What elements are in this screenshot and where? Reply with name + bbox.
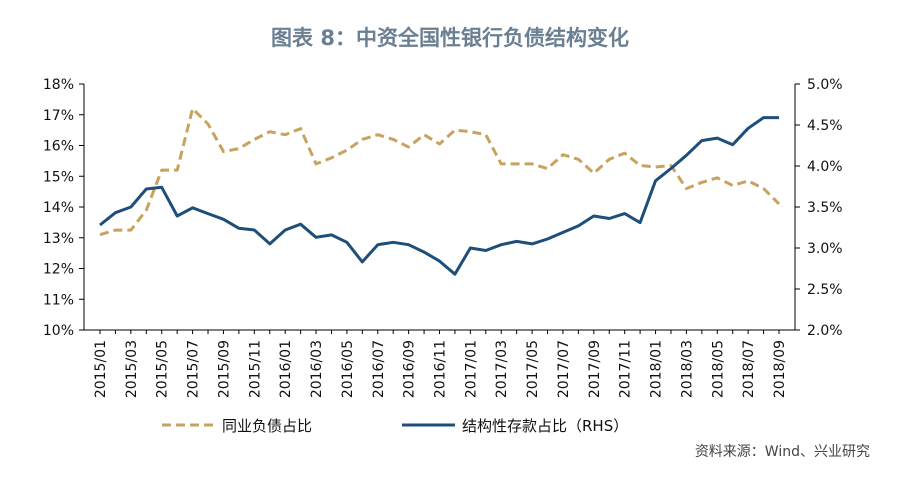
left-axis: 10% 11% 12% 13% 14% 15% 16% 17% 18% [43,77,85,339]
left-tick-label: 16% [43,139,74,155]
x-tick-label: 2017/11 [618,340,634,398]
x-tick-label: 2017/09 [587,340,603,398]
x-tick-label: 2018/03 [679,340,695,398]
right-tick-label: 4.5% [807,118,843,134]
left-tick-label: 18% [43,77,74,93]
x-tick-label: 2016/09 [402,340,418,398]
right-tick-label: 5.0% [807,77,843,93]
left-tick-label: 13% [43,231,74,247]
right-tick-label: 2.5% [807,282,843,298]
x-tick-label: 2016/01 [278,340,294,398]
x-tick-label: 2018/01 [649,340,665,398]
x-tick-label: 2015/07 [186,340,202,398]
left-tick-label: 14% [43,200,74,216]
x-axis: 2015/01 2015/03 2015/05 2015/07 2015/09 2015/… [84,329,795,398]
right-tick-label: 4.0% [807,159,843,175]
series-layer [99,107,781,276]
x-tick-label: 2015/01 [93,340,109,398]
x-tick-label: 2017/03 [494,340,510,398]
right-tick-label: 2.0% [807,323,843,339]
x-tick-label: 2015/09 [216,340,232,398]
x-tick-label: 2018/05 [710,340,726,398]
x-tick-label: 2015/11 [247,340,263,398]
right-tick-label: 3.5% [807,200,843,216]
x-tick-label: 2015/03 [124,340,140,398]
right-tick-label: 3.0% [807,241,843,257]
chart-title: 图表 8：中资全国性银行负债结构变化 [271,26,629,50]
legend-label-structured-deposits: 结构性存款占比（RHS） [462,417,628,435]
legend-label-interbank: 同业负债占比 [222,417,312,435]
x-tick-label: 2017/01 [463,340,479,398]
x-tick-label: 2016/11 [433,340,449,398]
left-tick-label: 12% [43,262,74,278]
x-tick-label: 2016/03 [309,340,325,398]
series-line-interbank [99,107,781,237]
x-tick-label: 2015/05 [155,340,171,398]
source-note: 资料来源：Wind、兴业研究 [694,444,870,460]
left-tick-label: 15% [43,169,74,185]
left-tick-label: 17% [43,108,74,124]
x-tick-label: 2016/07 [371,340,387,398]
x-tick-label: 2017/05 [525,340,541,398]
x-tick-label: 2018/09 [772,340,788,398]
x-tick-label: 2017/07 [556,340,572,398]
left-tick-label: 10% [43,323,74,339]
right-axis: 2.0% 2.5% 3.0% 3.5% 4.0% 4.5% 5.0% [794,77,843,339]
x-tick-label: 2016/05 [340,340,356,398]
x-tick-label: 2018/07 [741,340,757,398]
series-line-structured-deposits [99,116,779,276]
legend: 同业负债占比 结构性存款占比（RHS） [162,417,628,435]
left-tick-label: 11% [43,292,74,308]
